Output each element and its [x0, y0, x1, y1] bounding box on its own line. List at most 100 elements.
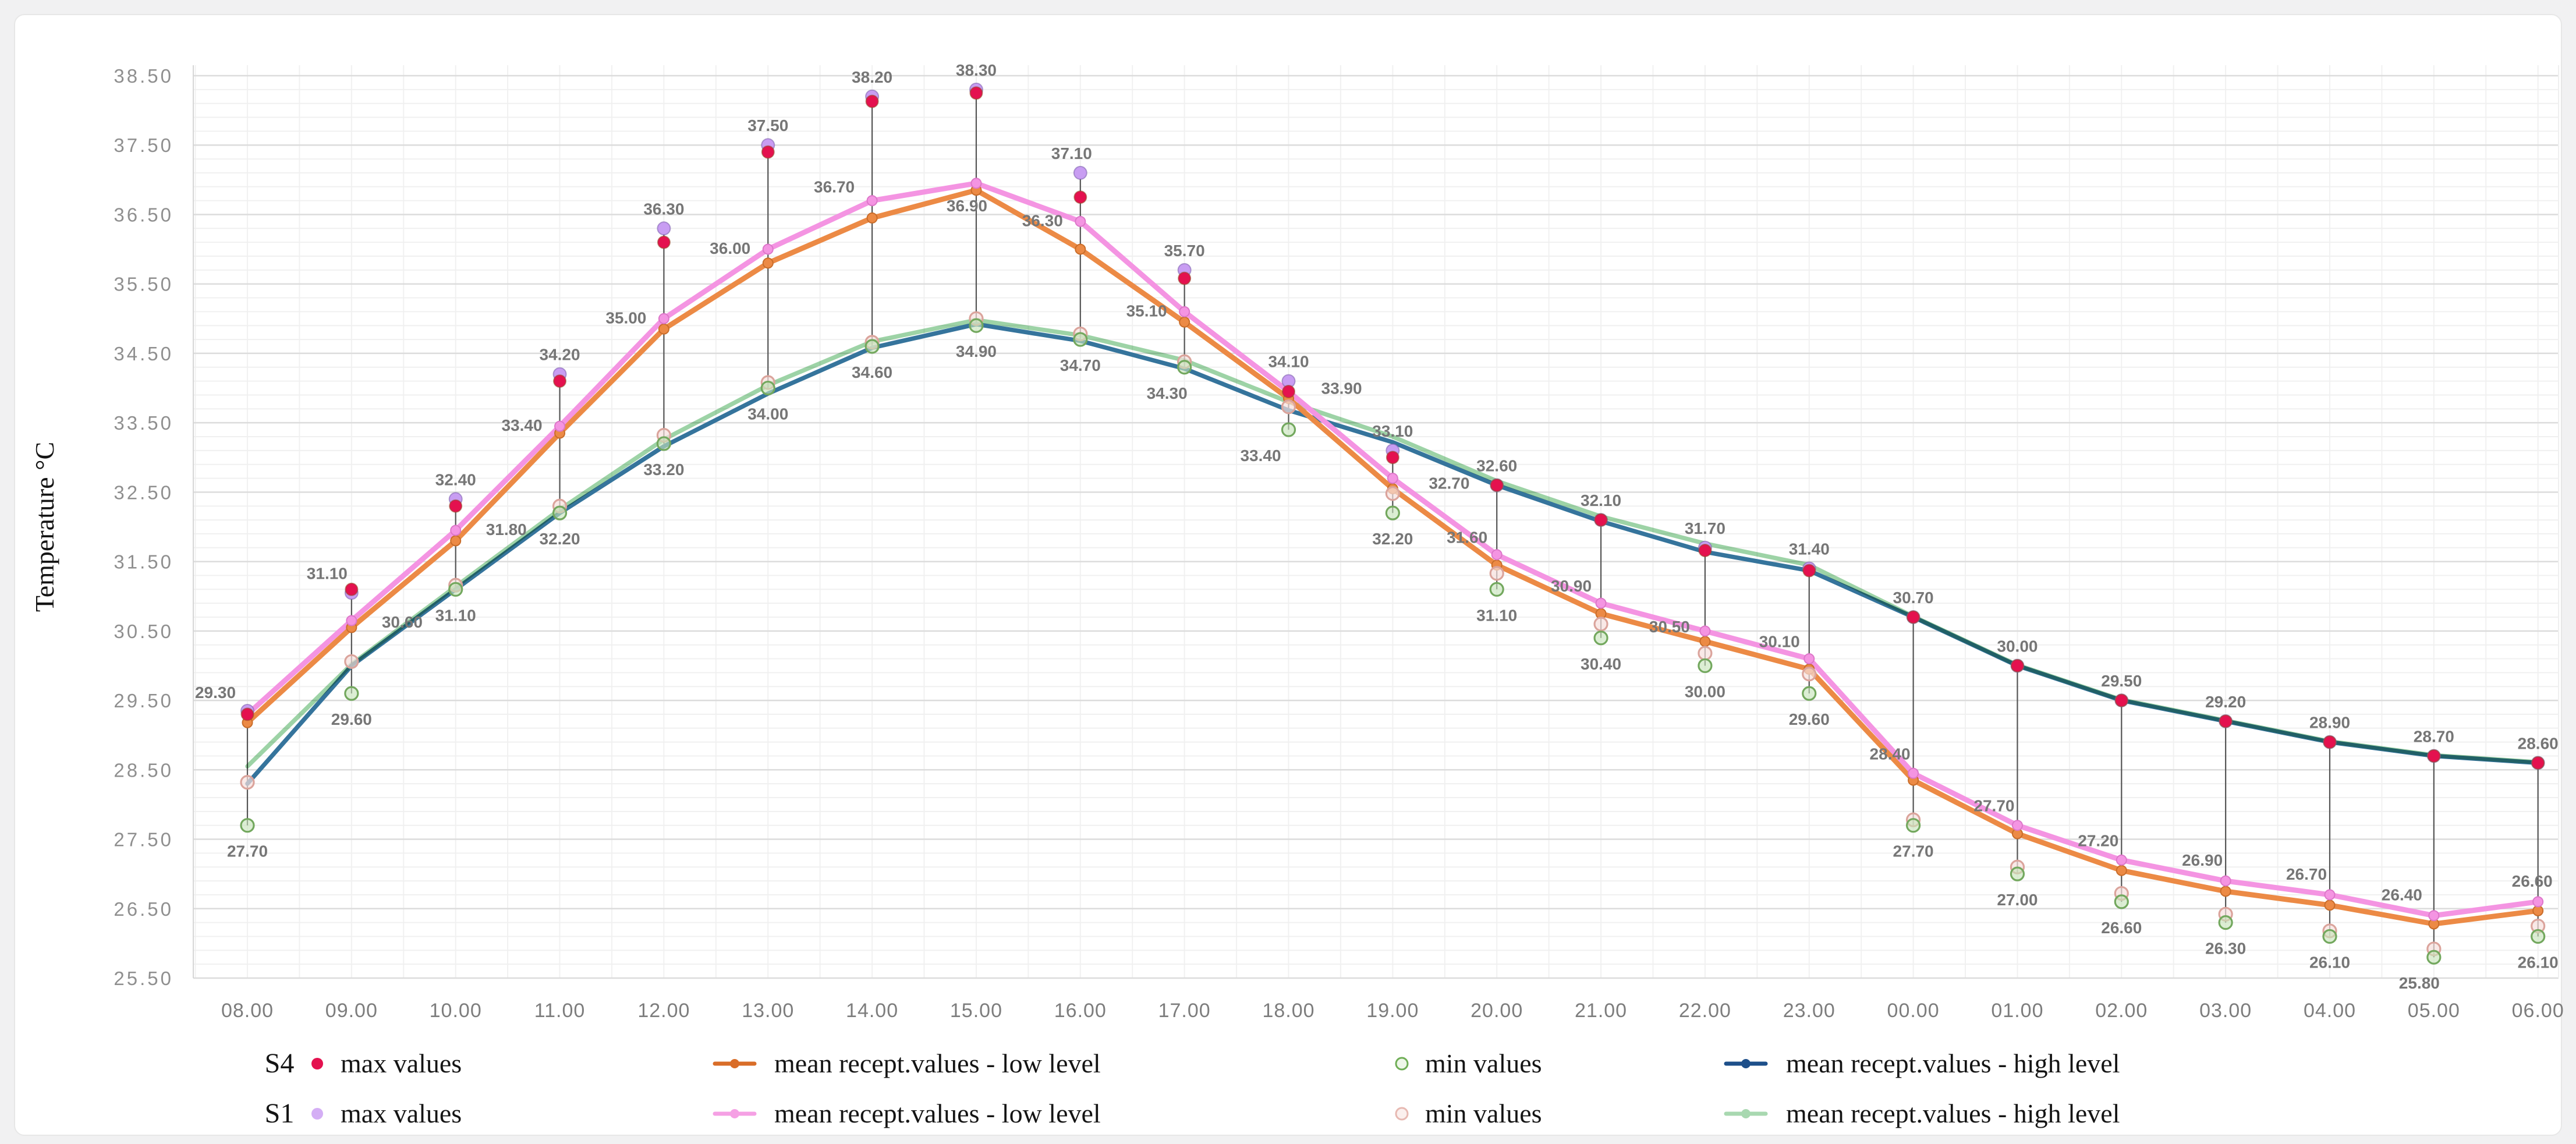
data-point-label: 38.20 — [852, 68, 892, 86]
legend-group-label: S1 — [265, 1098, 295, 1129]
data-point-label: 35.00 — [605, 309, 646, 327]
y-axis-tick: 32.50 — [114, 481, 173, 503]
point-s1_low — [762, 243, 774, 255]
point-s1_low — [1803, 653, 1815, 665]
data-point-label: 37.50 — [747, 116, 788, 134]
point-s1_low — [2116, 854, 2127, 866]
point-s1-min — [1489, 566, 1504, 581]
point-s4-max — [2531, 756, 2545, 770]
legend-swatch-line-marker — [730, 1109, 739, 1118]
point-s4_low — [2532, 905, 2544, 916]
point-s4-min — [2322, 929, 2337, 944]
point-s4-max — [1386, 451, 1399, 465]
data-point-label: 30.10 — [1759, 633, 1800, 651]
legend-item-label: min values — [1425, 1099, 1542, 1128]
data-point-label: 28.40 — [1870, 745, 1911, 763]
x-axis-tick: 17.00 — [1158, 1000, 1211, 1022]
point-s1_low — [658, 313, 669, 324]
data-point-label: 36.30 — [1022, 211, 1063, 229]
point-s4-min — [2114, 894, 2129, 909]
series-line-s1_high — [245, 317, 2540, 769]
x-axis-tick: 12.00 — [637, 1000, 690, 1022]
point-s4-max — [1907, 610, 1921, 624]
data-point-label: 28.90 — [2309, 714, 2350, 732]
legend-swatch-open-dot — [1395, 1057, 1409, 1071]
point-s4_low — [866, 212, 878, 224]
x-axis-tick: 14.00 — [846, 1000, 898, 1022]
x-axis-tick: 04.00 — [2304, 1000, 2356, 1022]
data-point-label: 31.10 — [1476, 606, 1517, 624]
data-point-label: 38.30 — [956, 61, 997, 79]
data-point-label: 32.70 — [1429, 474, 1469, 493]
data-point-label: 32.10 — [1581, 491, 1621, 509]
legend-item-label: min values — [1425, 1049, 1542, 1078]
data-point-label: 30.00 — [1685, 682, 1725, 700]
point-s4-min — [864, 339, 880, 354]
x-axis-tick: 13.00 — [742, 1000, 794, 1022]
point-s1_low — [1179, 306, 1190, 317]
data-point-label: 29.20 — [2205, 693, 2246, 711]
y-axis-tick: 31.50 — [114, 551, 173, 573]
data-point-label: 29.30 — [195, 683, 236, 702]
data-point-label: 30.00 — [1997, 637, 2038, 655]
data-point-label: 33.40 — [1240, 447, 1281, 465]
data-point-label: 33.20 — [643, 461, 684, 479]
x-axis-tick: 01.00 — [1991, 1000, 2043, 1022]
data-point-label: 33.90 — [1321, 380, 1362, 398]
point-s4-min — [2426, 950, 2442, 965]
point-s4-max — [1490, 478, 1504, 492]
data-point-label: 26.60 — [2101, 919, 2142, 937]
data-point-label: 28.70 — [2414, 727, 2454, 745]
x-axis-tick: 22.00 — [1679, 1000, 1731, 1022]
data-point-label: 31.40 — [1789, 540, 1830, 558]
data-point-label: 34.20 — [540, 346, 580, 364]
point-s1_low — [2324, 889, 2336, 901]
y-axis-tick: 38.50 — [114, 65, 173, 87]
x-axis-tick: 06.00 — [2512, 1000, 2564, 1022]
y-axis-title: Temperature °C — [30, 442, 59, 612]
point-s4-min — [1802, 686, 1817, 701]
data-point-label: 27.00 — [1997, 891, 2038, 909]
data-point-label: 26.70 — [2286, 865, 2327, 883]
point-s4-min — [656, 436, 672, 451]
data-point-label: 36.90 — [947, 197, 987, 215]
point-s4_low — [2324, 899, 2336, 911]
data-point-label: 36.00 — [710, 239, 750, 257]
series-points-layer — [240, 82, 2546, 965]
point-s1-min — [1698, 646, 1713, 661]
point-s1-min — [1385, 486, 1400, 501]
data-point-label: 25.80 — [2399, 974, 2440, 992]
point-s4-min — [760, 380, 775, 396]
x-axis-tick: 16.00 — [1054, 1000, 1107, 1022]
data-point-label: 34.00 — [747, 405, 788, 423]
data-point-label: 26.90 — [2182, 851, 2223, 869]
point-s4-min — [2010, 866, 2025, 881]
legend-item-label: max values — [341, 1099, 462, 1128]
data-point-label: 27.20 — [2078, 831, 2118, 849]
point-s4_low — [1179, 316, 1190, 328]
point-s4-max — [1698, 544, 1712, 558]
y-axis-tick: 28.50 — [114, 759, 173, 781]
point-s4-min — [1593, 631, 1608, 646]
data-point-label: 30.60 — [382, 613, 423, 631]
point-s1-max — [1073, 165, 1087, 180]
y-axis-tick: 25.50 — [114, 968, 173, 989]
point-s4_low — [658, 323, 669, 335]
legend-item-label: mean recept.values - high level — [1786, 1049, 2120, 1078]
point-s4-max — [1802, 564, 1816, 578]
legend-item-label: mean recept.values - high level — [1786, 1099, 2120, 1128]
point-s4-min — [2531, 929, 2546, 944]
point-s1_low — [866, 195, 878, 207]
legend-swatch-line-marker — [730, 1059, 739, 1068]
data-point-label: 31.80 — [486, 520, 527, 539]
point-s4-max — [345, 582, 359, 596]
y-axis-tick: 35.50 — [114, 274, 173, 295]
y-axis-tick: 34.50 — [114, 343, 173, 364]
point-s1_low — [1595, 597, 1607, 609]
point-s1_low — [970, 178, 982, 189]
point-s4-min — [1385, 505, 1400, 520]
data-point-label: 32.20 — [1372, 530, 1413, 548]
x-axis-tick: 15.00 — [950, 1000, 1002, 1022]
legend-item-label: mean recept.values - low level — [774, 1099, 1101, 1128]
